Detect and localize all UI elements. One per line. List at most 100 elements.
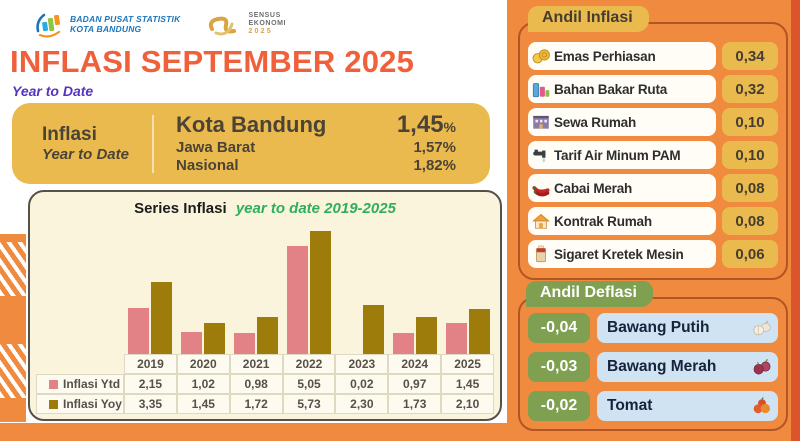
sensus-ekonomi-logo: SENSUS EKONOMI 2025: [206, 11, 286, 37]
bar-inflasi-ytd-2021: [234, 333, 256, 354]
sensus-logo-text: SENSUS EKONOMI 2025: [248, 12, 286, 36]
bps-text-line2: KOTA BANDUNG: [70, 24, 142, 34]
year-label: 2021: [229, 354, 283, 374]
andil-deflasi-label-box: Bawang Putih: [597, 313, 778, 343]
sensus-text-line3: 2025: [248, 28, 273, 36]
summary-row-kota-bandung: Kota Bandung 1,45%: [176, 111, 456, 139]
year-label: 2023: [335, 354, 389, 374]
andil-inflasi-row: Cabai Merah 0,08: [528, 174, 778, 202]
bar-inflasi-ytd-2024: [392, 333, 414, 354]
summary-divider: [152, 114, 154, 173]
right-edge-stripe: [791, 0, 800, 441]
andil-inflasi-box: [518, 22, 788, 280]
contribution-value: 0,10: [722, 141, 778, 169]
andil-inflasi-label-box: Emas Perhiasan: [528, 42, 716, 70]
chart-title: Series Inflasi year to date 2019-2025: [30, 200, 500, 217]
andil-inflasi-row: Sigaret Kretek Mesin 0,06: [528, 240, 778, 268]
andil-inflasi-label-box: Sigaret Kretek Mesin: [528, 240, 716, 268]
water-tap-icon: [531, 145, 551, 165]
commodity-name: Tomat: [607, 397, 653, 414]
commodity-name: Bawang Putih: [607, 319, 710, 336]
red-chili-icon: [531, 178, 551, 198]
andil-inflasi-label-box: Cabai Merah: [528, 174, 716, 202]
andil-inflasi-label-box: Sewa Rumah: [528, 108, 716, 136]
region-name: Kota Bandung: [176, 112, 327, 138]
andil-inflasi-row: Tarif Air Minum PAM 0,10: [528, 141, 778, 169]
bar-inflasi-yoy-2024: [415, 317, 437, 354]
bps-logo-icon: [34, 9, 64, 39]
year-label: 2025: [441, 354, 494, 374]
value-cell-2021: 1,72: [229, 394, 283, 414]
value-cell-2019: 3,35: [124, 394, 177, 414]
house-icon: [531, 211, 551, 231]
andil-inflasi-label-box: Tarif Air Minum PAM: [528, 141, 716, 169]
value-cell-2022: 5,05: [282, 374, 336, 394]
year-row-spacer: [36, 354, 124, 374]
andil-inflasi-list: Emas Perhiasan 0,34 Bahan Bakar Ruta 0,32 Se…: [528, 42, 778, 268]
bar-group-2020: [177, 224, 230, 354]
bar-inflasi-yoy-2022: [309, 231, 331, 354]
bar-inflasi-ytd-2019: [128, 308, 150, 354]
contribution-value: 0,10: [722, 108, 778, 136]
contribution-value: 0,32: [722, 75, 778, 103]
year-label: 2022: [282, 354, 336, 374]
value-cell-2022: 5,73: [282, 394, 336, 414]
bar-inflasi-yoy-2021: [257, 317, 279, 354]
commodity-name: Sigaret Kretek Mesin: [554, 246, 684, 262]
contribution-value: 0,34: [722, 42, 778, 70]
commodity-name: Emas Perhiasan: [554, 48, 656, 64]
sensus-ekonomi-icon: [206, 11, 242, 37]
summary-row-nasional: Nasional 1,82%: [176, 157, 456, 175]
bar-chart-with-table: 2019 2020 2021 2022 2023 2024 2025 Inflasi Ytd 2…: [36, 224, 494, 414]
commodity-name: Sewa Rumah: [554, 114, 637, 130]
andil-deflasi-label-box: Bawang Merah: [597, 352, 778, 382]
andil-inflasi-heading: Andil Inflasi: [528, 6, 649, 32]
chart-title-accent: year to date 2019-2025: [235, 200, 396, 217]
value-cell-2020: 1,02: [176, 374, 230, 394]
andil-deflasi-label-box: Tomat: [597, 391, 778, 421]
commodity-name: Kontrak Rumah: [554, 213, 652, 229]
andil-inflasi-label-box: Bahan Bakar Ruta: [528, 75, 716, 103]
region-value: 1,45: [396, 111, 444, 139]
bar-inflasi-yoy-2025: [468, 309, 490, 354]
andil-deflasi-heading: Andil Deflasi: [526, 281, 653, 307]
value-cell-2025: 2,10: [441, 394, 494, 414]
fuel-icon: [531, 79, 551, 99]
region-value: 1,82: [413, 156, 443, 174]
andil-inflasi-label-box: Kontrak Rumah: [528, 207, 716, 235]
sensus-text-line2: EKONOMI: [248, 19, 287, 27]
page-title: INFLASI SEPTEMBER 2025: [10, 44, 415, 79]
legend-inflasi-ytd: Inflasi Ytd: [36, 374, 124, 394]
chart-title-main: Series Inflasi: [134, 200, 227, 217]
contribution-value: -0,03: [528, 352, 590, 382]
bar-inflasi-ytd-2025: [445, 323, 467, 354]
value-cell-2024: 1,73: [388, 394, 442, 414]
value-cell-2020: 1,45: [176, 394, 230, 414]
legend-inflasi-yoy: Inflasi Yoy: [36, 394, 124, 414]
commodity-name: Bawang Merah: [607, 358, 717, 375]
tomato-icon: [752, 396, 772, 416]
bps-text-line1: BADAN PUSAT STATISTIK: [70, 13, 181, 24]
andil-inflasi-row: Bahan Bakar Ruta 0,32: [528, 75, 778, 103]
bar-group-2022: [283, 224, 336, 354]
bar-inflasi-ytd-2020: [181, 332, 203, 354]
andil-deflasi-row: -0,02 Tomat: [528, 391, 778, 421]
year-label: 2024: [388, 354, 442, 374]
summary-row-jawa-barat: Jawa Barat 1,57%: [176, 139, 456, 157]
contribution-value: 0,08: [722, 174, 778, 202]
summary-label-line1: Inflasi: [42, 124, 97, 145]
summary-rows: Kota Bandung 1,45% Jawa Barat 1,57% Nasi…: [176, 111, 490, 175]
contribution-value: -0,02: [528, 391, 590, 421]
region-name: Jawa Barat: [176, 139, 256, 157]
value-cell-2023: 2,30: [335, 394, 389, 414]
value-cell-2023: 0,02: [335, 374, 389, 394]
cigarette-icon: [531, 244, 551, 264]
shallot-icon: [752, 357, 772, 377]
legend-color-swatch: [49, 399, 58, 409]
commodity-name: Cabai Merah: [554, 180, 633, 196]
legend-color-swatch: [49, 379, 58, 389]
bar-group-2025: [441, 224, 494, 354]
andil-deflasi-row: -0,04 Bawang Putih: [528, 313, 778, 343]
plot-spacer: [36, 224, 124, 354]
